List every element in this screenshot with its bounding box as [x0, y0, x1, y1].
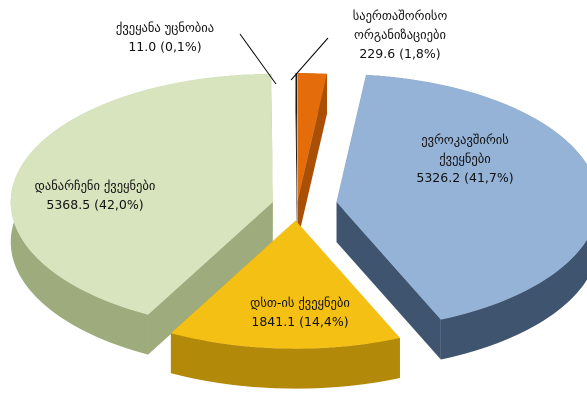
slice-top	[297, 73, 327, 202]
slice-wall	[295, 73, 297, 242]
slice-top	[10, 74, 273, 315]
slice-top	[295, 73, 297, 202]
slice	[336, 74, 587, 360]
slice-label: დსთ-ის ქვეყნები 1841.1 (14,4%)	[225, 293, 375, 331]
leader-line	[290, 37, 329, 81]
slice	[297, 73, 327, 242]
slice-top	[336, 74, 587, 320]
slice-side	[170, 333, 400, 389]
slice-wall	[297, 73, 327, 242]
category-label: დანარჩენი ქვეყნები	[34, 178, 156, 193]
slice-label: ქვეყანა უცნობია 11.0 (0,1%)	[85, 18, 245, 56]
value-label: 5368.5 (42,0%)	[46, 197, 144, 212]
slice	[295, 73, 297, 242]
value-label: 11.0 (0,1%)	[128, 39, 202, 54]
category-label: საერთაშორისო ორგანიზაციები	[352, 8, 448, 42]
category-label: დსთ-ის ქვეყნები	[250, 295, 350, 310]
slice-label: დანარჩენი ქვეყნები 5368.5 (42,0%)	[10, 176, 180, 214]
slice-wall	[336, 202, 441, 360]
value-label: 229.6 (1,8%)	[359, 46, 441, 61]
slice-wall	[148, 202, 273, 355]
slice-label: საერთაშორისო ორგანიზაციები 229.6 (1,8%)	[320, 6, 480, 63]
slice-top	[170, 220, 400, 349]
slice-label: ევროკავშირის ქვეყნები 5326.2 (41,7%)	[395, 130, 535, 187]
value-label: 1841.1 (14,4%)	[251, 314, 349, 329]
leader-line	[239, 33, 277, 85]
slice	[10, 74, 273, 355]
category-label: ქვეყანა უცნობია	[115, 20, 215, 35]
category-label: ევროკავშირის ქვეყნები	[421, 132, 509, 166]
slice	[170, 220, 400, 389]
value-label: 5326.2 (41,7%)	[416, 170, 514, 185]
